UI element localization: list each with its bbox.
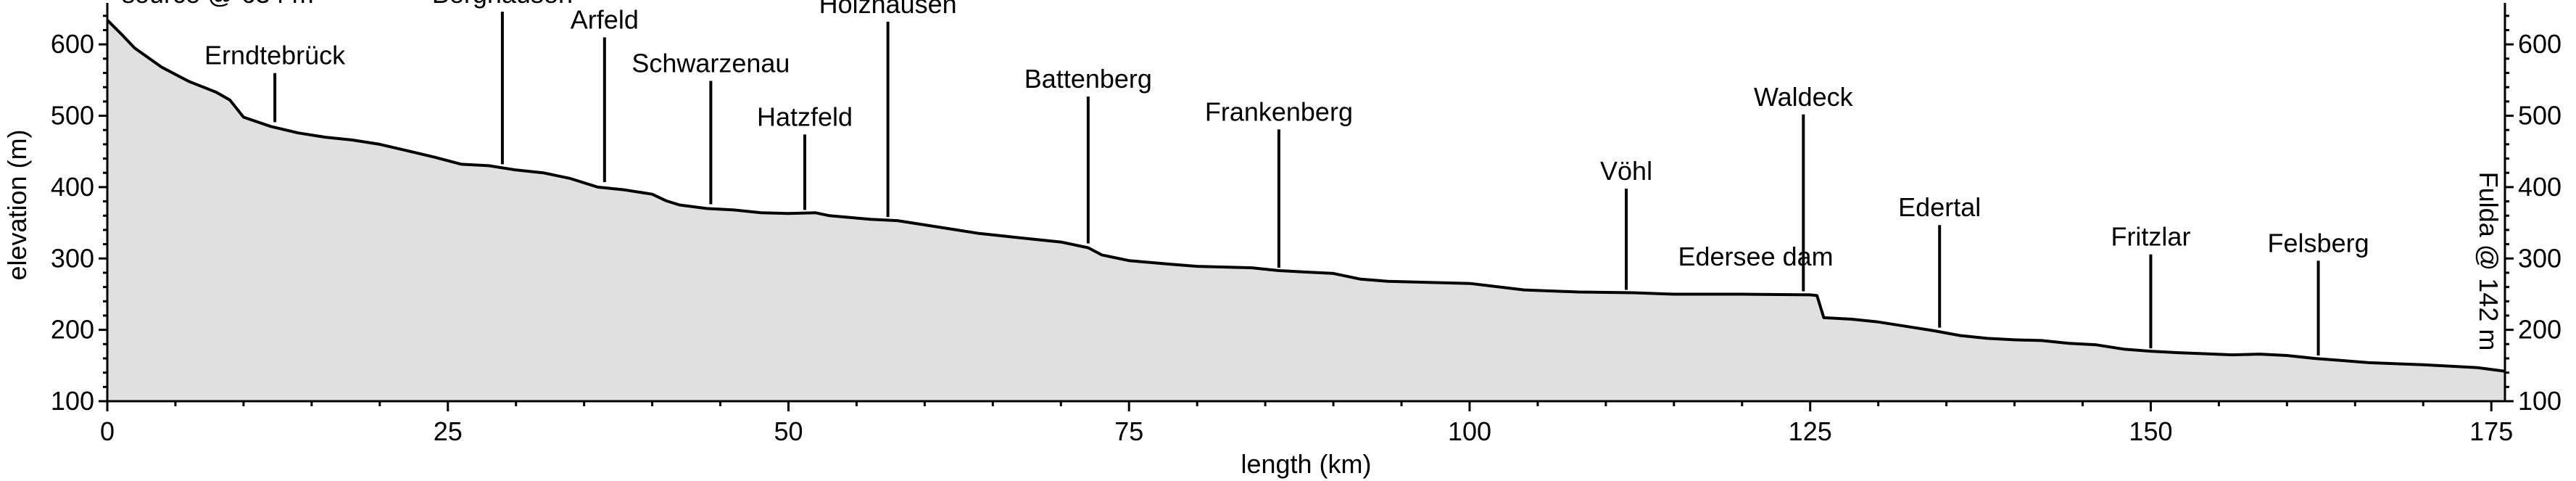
y-tick-label-left: 500 <box>51 101 94 131</box>
right-end-label: Fulda @ 142 m <box>2474 172 2503 351</box>
plot-area <box>106 19 2506 401</box>
place-label: Felsberg <box>2268 228 2369 258</box>
place-label: Vöhl <box>1600 156 1652 186</box>
y-tick-label-right: 300 <box>2518 243 2561 273</box>
x-tick-label: 175 <box>2469 416 2513 446</box>
y-tick-label-left: 100 <box>51 386 94 416</box>
x-tick-label: 100 <box>1448 416 1491 446</box>
place-label: Schwarzenau <box>631 49 790 78</box>
place-label: Fritzlar <box>2111 222 2190 252</box>
place-label: Waldeck <box>1754 82 1854 112</box>
place-label: Frankenberg <box>1205 96 1353 126</box>
y-tick-label-right: 400 <box>2518 172 2561 202</box>
x-tick-label: 25 <box>434 416 463 446</box>
elevation-line <box>106 19 2506 373</box>
place-label: Edertal <box>1898 192 1981 222</box>
x-tick-label: 150 <box>2129 416 2172 446</box>
y-tick-label-right: 100 <box>2518 386 2561 416</box>
place-label: Edersee dam <box>1678 242 1834 271</box>
y-tick-label-right: 500 <box>2518 101 2561 131</box>
y-tick-label-right: 600 <box>2518 29 2561 59</box>
axes: 100 100 200 200 300 300 400 400 500 500 600 600 0 25 5… <box>51 3 2561 446</box>
x-axis-title: length (km) <box>1241 449 1371 479</box>
x-tick-label: 50 <box>774 416 803 446</box>
place-label: Holzhausen <box>819 0 957 19</box>
y-tick-label-left: 600 <box>51 29 94 59</box>
elevation-area <box>107 20 2505 401</box>
y-tick-label-left: 200 <box>51 315 94 345</box>
y-tick-label-right: 200 <box>2518 315 2561 345</box>
place-label: Battenberg <box>1024 64 1152 94</box>
place-label: Arfeld <box>571 5 639 35</box>
x-tick-label: 125 <box>1789 416 1832 446</box>
x-tick-label: 0 <box>100 416 115 446</box>
annotations: source @ 634 m Erndtebrück BerghausenArfel… <box>122 0 2369 355</box>
source-label: source @ 634 m <box>122 0 314 9</box>
y-tick-label-left: 400 <box>51 172 94 202</box>
y-tick-label-left: 300 <box>51 243 94 273</box>
x-tick-label: 75 <box>1114 416 1143 446</box>
place-label: Berghausen <box>432 0 573 9</box>
place-label: Hatzfeld <box>757 102 853 131</box>
y-axis-title: elevation (m) <box>2 129 32 280</box>
place-label: Erndtebrück <box>204 41 346 70</box>
